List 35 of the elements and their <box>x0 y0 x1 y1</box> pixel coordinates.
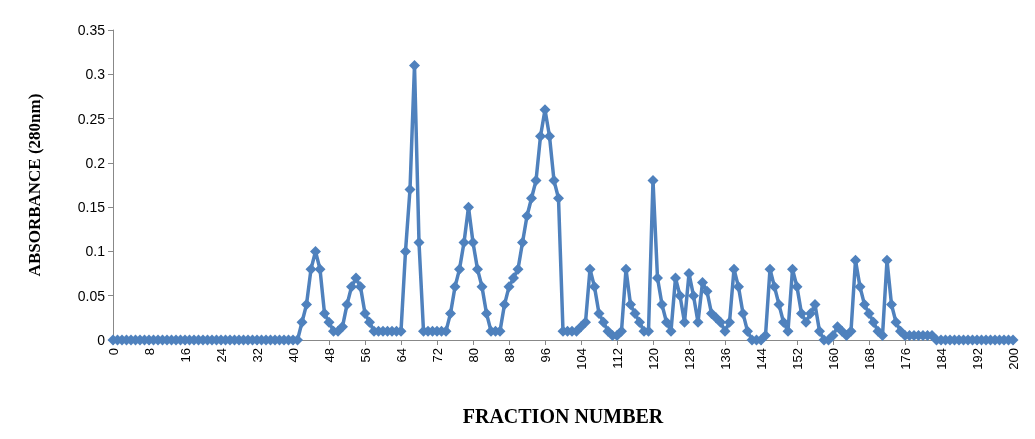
y-tick-label: 0.15 <box>77 199 106 216</box>
x-tick-label: 136 <box>717 348 733 370</box>
x-tick-label: 152 <box>789 348 805 370</box>
x-tick-label: 160 <box>825 348 841 370</box>
y-tick-label: 0.1 <box>85 243 106 260</box>
x-tick-label: 168 <box>861 348 877 370</box>
x-tick-label: 104 <box>573 348 589 370</box>
x-tick-label: 32 <box>249 348 265 363</box>
x-tick-label: 80 <box>465 348 481 363</box>
y-axis-title: ABSORBANCE (280nm) <box>25 93 44 277</box>
x-tick-label: 88 <box>501 348 517 363</box>
x-tick-label: 40 <box>285 348 301 363</box>
x-tick-label: 56 <box>357 348 373 363</box>
x-tick-label: 24 <box>213 348 229 363</box>
y-tick-label: 0.35 <box>77 22 106 38</box>
y-tick-label: 0.05 <box>77 287 106 304</box>
x-tick-label: 16 <box>177 348 193 363</box>
x-tick-label: 8 <box>141 348 157 356</box>
x-tick-label: 96 <box>537 348 553 363</box>
y-tick-label: 0.3 <box>85 66 106 83</box>
x-tick-label: 72 <box>429 348 445 363</box>
x-tick-label: 176 <box>897 348 913 370</box>
x-tick-label: 0 <box>105 348 121 356</box>
x-tick-label: 112 <box>609 348 625 369</box>
y-tick-label: 0.2 <box>85 154 106 171</box>
x-tick-label: 120 <box>645 348 661 370</box>
x-tick-label: 48 <box>321 348 337 363</box>
x-axis-title: FRACTION NUMBER <box>462 405 664 427</box>
y-tick-label: 0.25 <box>77 110 106 127</box>
x-tick-label: 200 <box>1005 348 1021 370</box>
x-tick-label: 128 <box>681 348 697 370</box>
x-tick-label: 144 <box>753 348 769 370</box>
x-tick-label: 64 <box>393 348 409 363</box>
x-tick-label: 192 <box>969 348 985 370</box>
x-tick-label: 184 <box>933 348 949 370</box>
